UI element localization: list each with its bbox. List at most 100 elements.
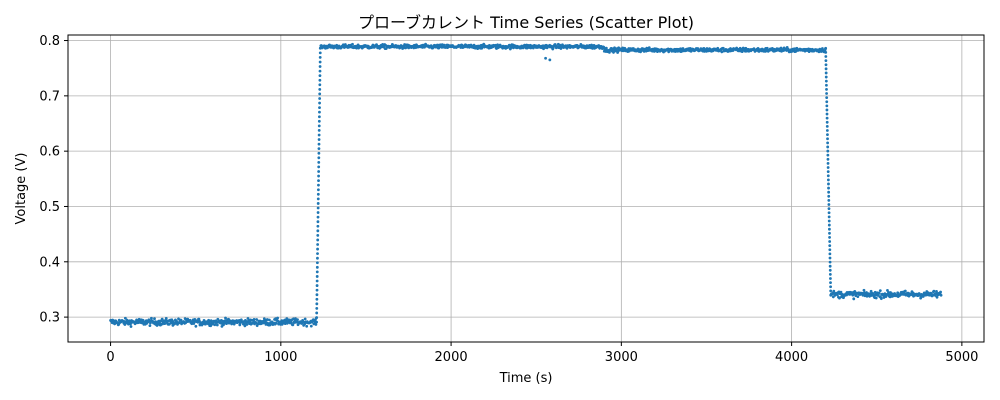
data-point <box>826 137 829 141</box>
data-point <box>825 92 828 95</box>
data-point <box>213 323 217 327</box>
data-point <box>317 133 321 137</box>
data-point <box>828 248 832 252</box>
grid-layer <box>68 35 984 342</box>
data-point <box>316 202 320 205</box>
x-tick-label: 5000 <box>945 350 978 365</box>
data-point <box>129 325 133 328</box>
data-point <box>828 256 832 260</box>
plot-frame <box>67 34 985 343</box>
data-point <box>827 215 831 219</box>
y-tick-label: 0.8 <box>39 34 60 49</box>
data-point <box>828 260 832 264</box>
data-point <box>825 125 829 128</box>
data-point <box>127 322 130 326</box>
data-point <box>826 174 830 178</box>
data-point <box>765 46 769 50</box>
data-point <box>827 194 831 198</box>
data-point <box>268 318 271 322</box>
data-point <box>824 67 828 71</box>
data-point <box>315 293 319 297</box>
data-point <box>827 219 831 223</box>
data-point <box>824 55 828 58</box>
data-point <box>824 79 828 83</box>
data-point <box>351 42 354 46</box>
data-point <box>829 277 832 280</box>
data-point <box>318 92 322 96</box>
data-point <box>316 243 320 246</box>
data-point <box>274 321 278 325</box>
data-point <box>856 295 860 298</box>
points-layer <box>109 42 943 328</box>
data-point <box>531 46 535 50</box>
data-point <box>828 240 832 243</box>
data-point <box>148 324 152 328</box>
data-point <box>825 120 829 124</box>
x-tick-label: 4000 <box>775 350 808 365</box>
data-point <box>317 170 321 173</box>
data-point <box>317 183 320 187</box>
data-point <box>317 138 321 141</box>
data-point <box>828 268 832 272</box>
data-point <box>318 65 322 68</box>
data-point <box>825 87 828 91</box>
data-point <box>825 129 829 132</box>
data-point <box>316 206 320 210</box>
data-point <box>825 108 829 112</box>
data-point <box>792 47 796 51</box>
data-point <box>838 296 841 300</box>
data-point <box>317 174 320 178</box>
y-tick-label: 0.5 <box>39 200 60 215</box>
data-point <box>303 317 307 321</box>
data-point <box>317 129 321 132</box>
data-point <box>826 157 830 161</box>
data-point <box>315 307 319 310</box>
data-point <box>164 317 168 320</box>
data-point <box>827 223 831 227</box>
data-point <box>935 290 938 293</box>
data-point <box>318 110 321 114</box>
data-point <box>832 289 836 293</box>
data-point <box>744 46 748 50</box>
data-point <box>842 296 845 300</box>
data-point <box>829 281 832 285</box>
data-point <box>827 207 831 211</box>
data-point <box>314 323 318 326</box>
data-point <box>315 284 319 287</box>
data-point <box>825 104 829 108</box>
data-point <box>113 322 117 326</box>
data-point <box>316 247 319 251</box>
data-point <box>317 156 321 160</box>
data-point <box>826 133 829 137</box>
data-point <box>824 50 828 54</box>
data-point <box>179 318 183 322</box>
data-point <box>316 197 320 201</box>
chart-title: プローブカレント Time Series (Scatter Plot) <box>358 13 694 32</box>
data-point <box>318 78 322 82</box>
data-point <box>171 320 175 323</box>
data-point <box>315 297 319 301</box>
data-point <box>316 220 320 224</box>
data-point <box>443 43 446 47</box>
data-point <box>316 224 320 228</box>
x-tick-label: 2000 <box>435 350 468 365</box>
data-point <box>829 285 832 289</box>
data-point <box>153 317 156 321</box>
data-point <box>824 46 828 50</box>
data-point <box>316 188 320 192</box>
data-point <box>608 50 611 54</box>
data-point <box>315 316 319 319</box>
data-point <box>315 279 319 283</box>
data-point <box>826 178 830 182</box>
data-point <box>255 318 259 321</box>
data-point <box>318 87 322 91</box>
data-point <box>828 244 832 248</box>
y-axis: 0.3 0.4 0.5 0.6 0.7 0.8 <box>39 34 68 326</box>
data-point <box>852 297 856 301</box>
data-point <box>317 179 320 183</box>
data-point <box>252 318 256 321</box>
data-point <box>318 97 322 100</box>
data-point <box>316 238 320 242</box>
data-point <box>315 320 318 324</box>
data-point <box>318 60 322 64</box>
